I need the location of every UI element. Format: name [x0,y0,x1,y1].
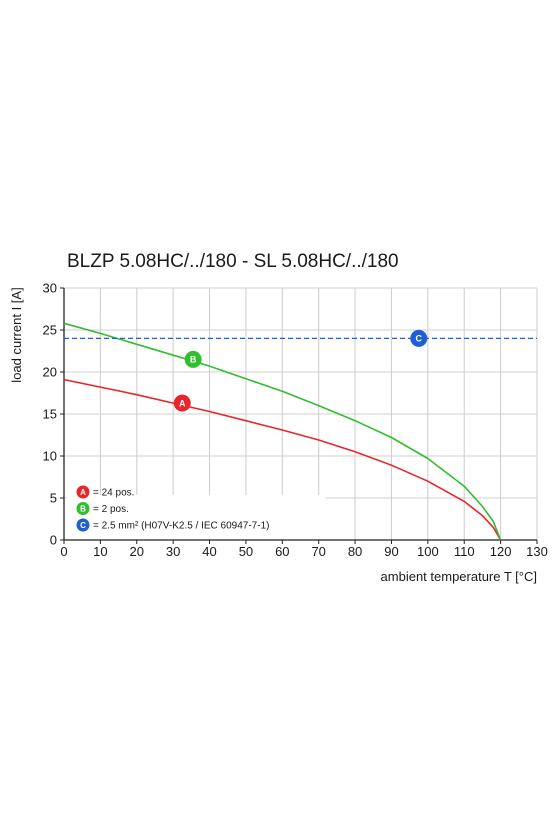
x-tick-label-10: 100 [417,544,439,559]
x-tick-label-0: 0 [60,544,67,559]
y-tick-labels: 0 5 10 15 20 25 30 [43,281,64,548]
badge-b-circle [184,350,202,368]
legend-label-a: = 24 pos. [93,488,134,499]
x-tick-label-8: 80 [348,544,362,559]
badge-a-letter: A [179,398,186,408]
legend-badge-letter-c: C [80,521,86,530]
x-axis-label: ambient temperature T [°C] [381,569,537,584]
x-tick-label-11: 110 [454,544,475,559]
x-tick-label-6: 60 [275,544,289,559]
legend-badge-c [76,518,90,532]
x-tick-label-4: 40 [202,544,216,559]
chart-title: BLZP 5.08HC/../180 - SL 5.08HC/../180 [67,251,399,272]
badge-c-letter: C [416,334,423,344]
x-tick-label-7: 70 [311,544,325,559]
curve-badges: A B C [173,329,428,412]
x-tick-label-2: 20 [130,544,144,559]
legend-badge-b [76,502,90,515]
y-tick-label-3: 15 [43,407,57,422]
legend-label-c: = 2.5 mm² (H07V-K2.5 / IEC 60947-7-1) [93,521,269,532]
y-axis-label: load current I [A] [9,287,24,382]
legend-badge-letter-b: B [80,504,86,513]
legend: A = 24 pos. B = 2 pos. C = 2.5 mm² (H07V-K2.5… [67,485,325,539]
y-tick-label-1: 5 [50,491,57,506]
y-tick-label-4: 20 [43,365,57,380]
y-tick-label-5: 25 [43,323,57,338]
series-line-a [63,378,502,541]
legend-label-b: = 2 pos. [93,504,129,515]
badge-c-circle [410,329,428,347]
x-tick-label-12: 120 [490,544,512,559]
x-tick-label-3: 30 [166,544,180,559]
badge-a-circle [173,394,191,412]
x-tick-label-1: 10 [93,544,107,559]
x-tick-label-9: 90 [384,544,398,559]
badge-b-letter: B [190,355,197,365]
legend-box [67,495,325,539]
series-layer [63,322,537,541]
series-line-b [63,322,502,541]
legend-badge-letter-a: A [80,488,86,497]
legend-badge-a [76,485,90,499]
y-tick-label-2: 10 [43,449,57,464]
y-tick-label-6: 30 [43,281,57,296]
x-tick-label-13: 130 [526,544,548,559]
y-tick-label-0: 0 [50,533,57,548]
x-tick-labels: 0 10 20 30 40 50 60 70 80 90 100 110 120 130 [60,540,548,559]
x-tick-label-5: 50 [239,544,253,559]
